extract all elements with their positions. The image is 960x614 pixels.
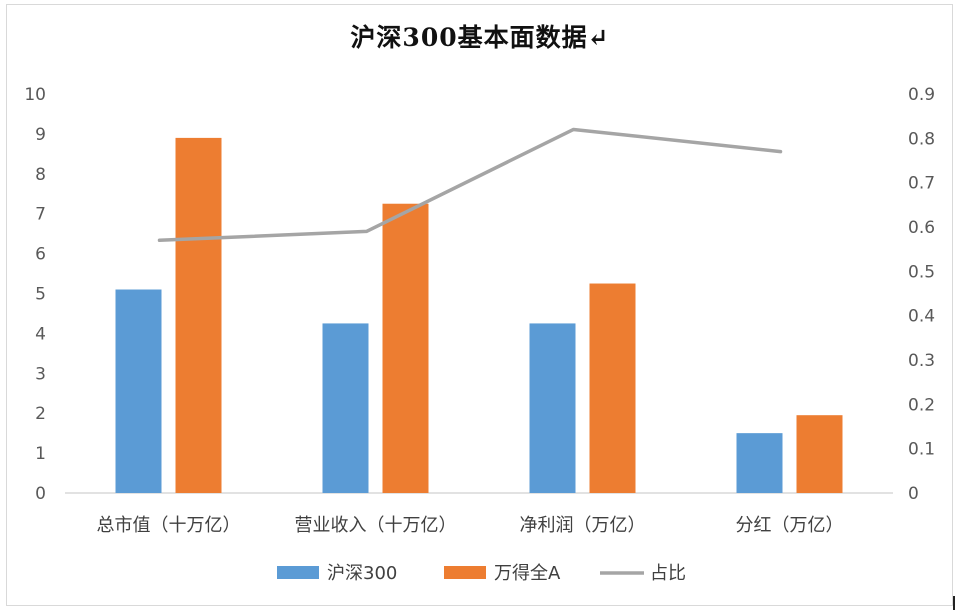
bar-hs300: [115, 289, 162, 493]
bar-hs300: [529, 323, 576, 493]
category-label: 营业收入（十万亿）: [295, 515, 457, 536]
category-label: 总市值（十万亿）: [97, 515, 241, 536]
y-left-tick-label: 3: [35, 364, 46, 384]
y-right-tick-label: 0: [908, 484, 919, 504]
legend-swatch: [444, 566, 486, 579]
y-left-tick-label: 6: [35, 245, 46, 265]
y-right-tick-label: 0.2: [908, 395, 935, 415]
y-right-tick-label: 0.9: [908, 85, 935, 105]
text-cursor: [953, 596, 955, 610]
chart-title: 沪深300基本面数据↵: [350, 23, 610, 52]
y-left-tick-label: 2: [35, 404, 46, 424]
y-left-tick-label: 0: [35, 484, 46, 504]
y-right-tick-label: 0.3: [908, 351, 935, 371]
y-left-tick-label: 9: [35, 125, 46, 145]
y-right-tick-label: 0.6: [908, 218, 935, 238]
category-label: 净利润（万亿）: [520, 515, 646, 536]
y-right-tick-label: 0.1: [908, 440, 935, 460]
bar-hs300: [736, 433, 783, 493]
y-left-tick-label: 4: [35, 324, 46, 344]
y-left-tick-label: 5: [35, 285, 46, 305]
category-label: 分红（万亿）: [736, 515, 844, 536]
ratio-line: [157, 127, 783, 243]
y-right-tick-label: 0.8: [908, 129, 935, 149]
chart-frame: [6, 4, 953, 606]
bar-hs300: [322, 323, 369, 493]
bar-wind-a: [589, 283, 636, 493]
legend-label: 占比: [650, 563, 686, 584]
legend-swatch: [277, 566, 319, 579]
bar-wind-a: [796, 415, 843, 493]
y-left-tick-label: 8: [35, 165, 46, 185]
bar-wind-a: [382, 203, 429, 493]
y-left-tick-label: 1: [35, 444, 46, 464]
y-right-tick-label: 0.7: [908, 174, 935, 194]
bar-wind-a: [175, 137, 222, 493]
y-right-tick-label: 0.5: [908, 262, 935, 282]
legend-label: 沪深300: [327, 563, 397, 584]
y-left-tick-label: 10: [24, 85, 46, 105]
y-right-tick-label: 0.4: [908, 307, 935, 327]
legend-label: 万得全A: [494, 563, 561, 584]
y-left-tick-label: 7: [35, 205, 46, 225]
